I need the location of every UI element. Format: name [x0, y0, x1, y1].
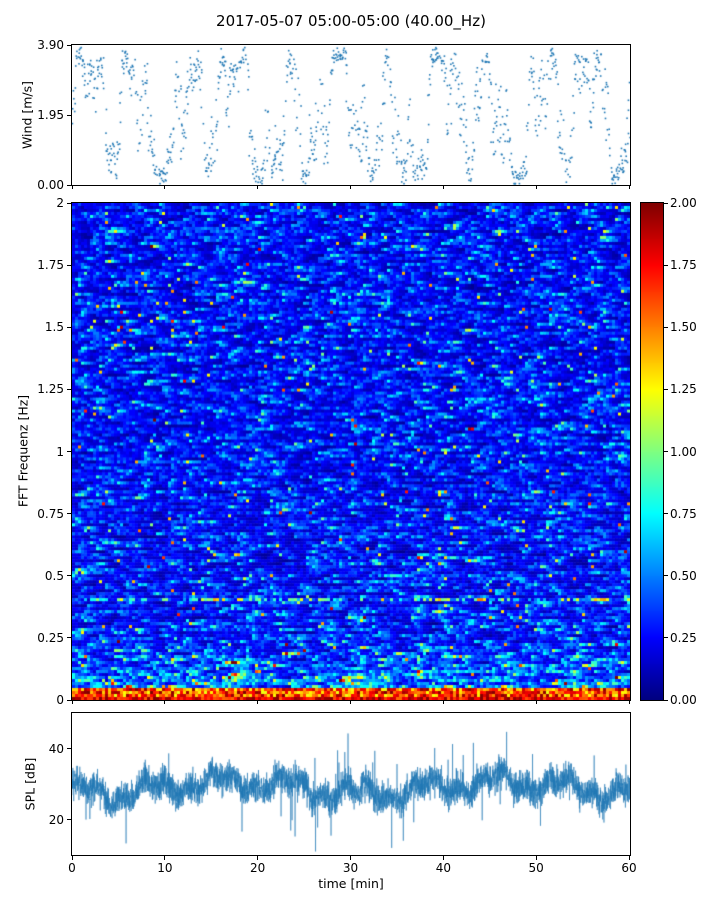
wind-ytick-mark	[67, 114, 71, 116]
colorbar-tick-label: 1.00	[670, 444, 697, 459]
colorbar-tick-label: 1.75	[670, 258, 697, 273]
wind-x-tick-mark	[628, 186, 630, 189]
wind-x-tick-mark	[535, 186, 537, 189]
spectrogram-ytick-label: 0.75	[37, 506, 64, 521]
x-tick-mark	[164, 856, 166, 860]
wind-ytick-label: 3.90	[37, 38, 64, 52]
spectrogram-ytick-label: 1	[56, 444, 64, 459]
spectrogram-x-tick-mark	[71, 701, 73, 704]
x-tick-mark	[350, 856, 351, 860]
colorbar-tick-label: 2.00	[670, 196, 697, 210]
spectrogram-ytick-label: 0.25	[37, 630, 64, 645]
spl-panel	[71, 712, 631, 856]
colorbar-panel	[640, 202, 664, 701]
colorbar-tick-mark	[664, 202, 668, 204]
spectrogram-x-tick-mark	[535, 701, 537, 704]
spectrogram-ytick-mark	[67, 202, 71, 204]
x-tick-mark	[71, 856, 73, 860]
spl-ytick-mark	[67, 819, 71, 820]
spectrogram-ytick-label: 1.25	[37, 382, 64, 397]
spectrogram-x-tick-mark	[350, 701, 351, 704]
spectrogram-ytick-mark	[67, 513, 71, 515]
spectrogram-ytick-label: 0.5	[44, 568, 64, 583]
x-tick-label: 40	[435, 861, 451, 875]
x-tick-label: 10	[157, 861, 173, 875]
x-axis-label: time [min]	[318, 876, 384, 891]
x-tick-label: 50	[528, 861, 544, 875]
spectrogram-ytick-label: 0	[56, 693, 64, 707]
x-tick-label: 30	[342, 861, 359, 875]
spectrogram-ytick-label: 1.5	[44, 320, 64, 335]
figure-title: 2017-05-07 05:00-05:00 (40.00_Hz)	[216, 12, 486, 30]
colorbar-tick-mark	[664, 326, 668, 328]
spl-ytick-label: 20	[48, 812, 64, 827]
spl-ytick-mark	[67, 748, 71, 749]
colorbar-tick-mark	[664, 451, 668, 452]
wind-x-tick-mark	[442, 186, 444, 189]
colorbar-tick-mark	[664, 575, 668, 577]
wind-ytick-label: 1.95	[37, 108, 64, 122]
colorbar-tick-label: 1.25	[670, 382, 697, 397]
spectrogram-ytick-mark	[67, 451, 71, 452]
wind-ytick-mark	[67, 184, 71, 186]
wind-x-tick-mark	[257, 186, 259, 189]
wind-ytick-label: 0.00	[37, 178, 64, 192]
wind-x-tick-mark	[350, 186, 351, 189]
spectrogram-x-tick-mark	[164, 701, 166, 704]
x-tick-mark	[257, 856, 259, 860]
colorbar-tick-label: 0.00	[670, 693, 697, 707]
wind-y-axis-label: Wind [m/s]	[19, 80, 35, 150]
spectrogram-ytick-label: 2	[56, 196, 64, 210]
spl-ytick-label: 40	[48, 741, 64, 756]
spectrogram-x-tick-mark	[442, 701, 444, 704]
spl-line-canvas	[72, 713, 630, 855]
x-tick-label: 0	[68, 861, 76, 875]
colorbar-tick-mark	[664, 388, 668, 390]
colorbar-canvas	[641, 203, 663, 700]
spectrogram-x-tick-mark	[628, 701, 630, 704]
spectrogram-ytick-mark	[67, 699, 71, 701]
colorbar-tick-label: 0.25	[670, 630, 697, 645]
wind-ytick-mark	[67, 44, 71, 46]
colorbar-tick-label: 0.50	[670, 568, 697, 583]
spectrogram-canvas	[72, 203, 630, 700]
colorbar-tick-mark	[664, 264, 668, 266]
wind-scatter-panel	[71, 44, 631, 186]
spectrogram-ytick-label: 1.75	[37, 258, 64, 273]
spectrogram-ytick-mark	[67, 637, 71, 639]
spl-y-axis-label: SPL [dB]	[22, 757, 38, 811]
wind-x-tick-mark	[164, 186, 166, 189]
x-tick-label: 60	[621, 861, 637, 875]
colorbar-tick-mark	[664, 699, 668, 701]
spectrogram-x-tick-mark	[257, 701, 259, 704]
spectrogram-panel	[71, 202, 631, 701]
wind-scatter-canvas	[72, 45, 630, 185]
x-tick-mark	[628, 856, 630, 860]
x-tick-mark	[535, 856, 537, 860]
spectrogram-ytick-mark	[67, 388, 71, 390]
spectrogram-ytick-mark	[67, 575, 71, 577]
spectrogram-y-axis-label: FFT Frequenz [Hz]	[15, 394, 31, 508]
colorbar-tick-label: 1.50	[670, 320, 697, 335]
colorbar-tick-mark	[664, 637, 668, 639]
wind-x-tick-mark	[71, 186, 73, 189]
colorbar-tick-mark	[664, 513, 668, 515]
x-tick-mark	[442, 856, 444, 860]
spectrogram-ytick-mark	[67, 264, 71, 266]
colorbar-tick-label: 0.75	[670, 506, 697, 521]
spectrogram-ytick-mark	[67, 326, 71, 328]
x-tick-label: 20	[250, 861, 266, 875]
